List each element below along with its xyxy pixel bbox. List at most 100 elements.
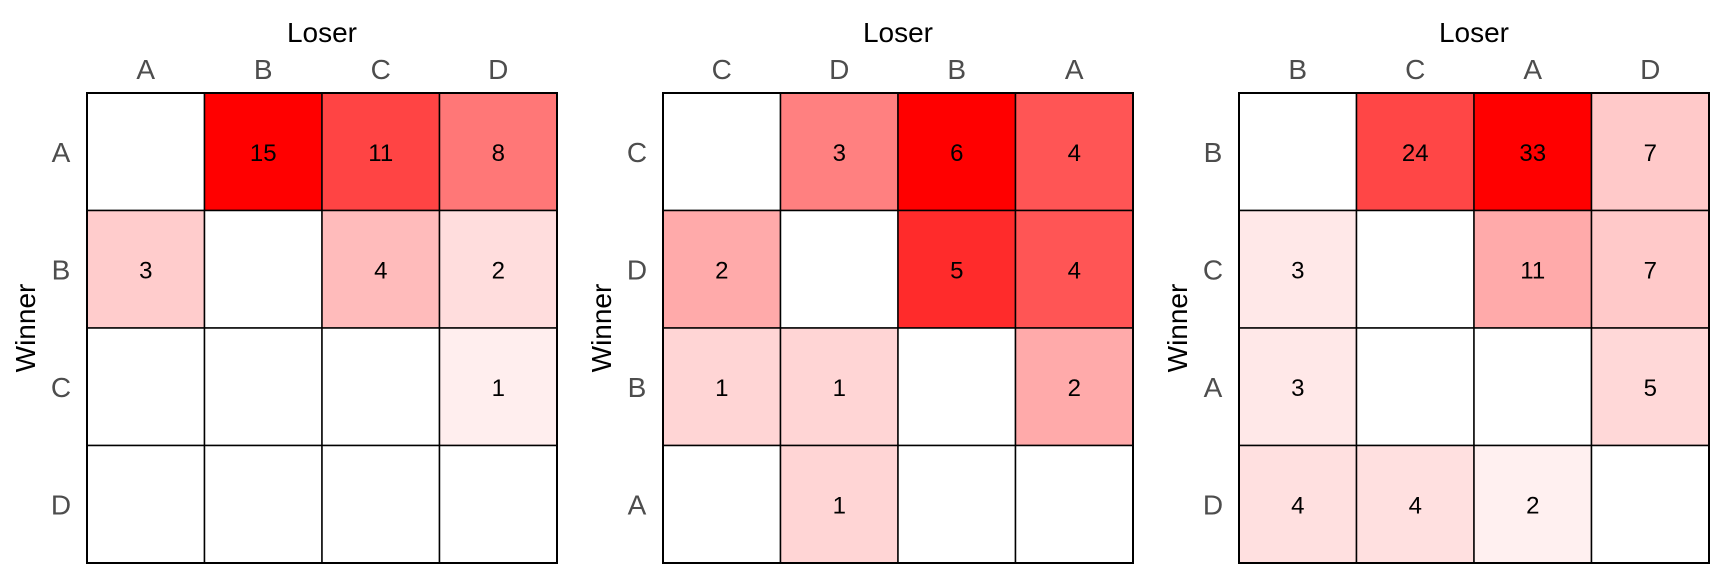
heatmap-cell (779, 444, 899, 564)
cell-value-label: 4 (1409, 492, 1422, 519)
y-tick-label: A (1204, 372, 1223, 403)
heatmap-cell (1238, 209, 1358, 329)
cell-value-label: 6 (950, 140, 963, 167)
y-tick-label: D (51, 489, 71, 520)
y-tick-label: A (52, 137, 71, 168)
heatmap-cell (897, 209, 1017, 329)
cell-value-label: 11 (1520, 257, 1545, 284)
x-axis-title: Loser (287, 17, 357, 48)
heatmap-cell (203, 92, 323, 212)
y-tick-label: D (627, 254, 647, 285)
heatmap-cell (1355, 92, 1475, 212)
heatmap-cell (662, 209, 782, 329)
heatmap-cell (1014, 92, 1134, 212)
heatmap-cell (779, 92, 899, 212)
heatmap-cell (321, 209, 441, 329)
y-tick-label: B (628, 372, 647, 403)
heatmap-cell (86, 444, 206, 564)
y-axis-title: Winner (1162, 284, 1193, 373)
heatmap-cell (897, 444, 1017, 564)
cell-value-label: 2 (492, 257, 505, 284)
heatmap-cell (1355, 209, 1475, 329)
heatmap-cell (1014, 209, 1134, 329)
heatmap-cell (779, 209, 899, 329)
cell-value-label: 1 (833, 375, 846, 402)
cell-value-label: 5 (1644, 375, 1657, 402)
x-axis-title: Loser (863, 17, 933, 48)
heatmap-cell (1473, 327, 1593, 447)
y-axis-title: Winner (10, 284, 41, 373)
y-tick-label: B (52, 254, 71, 285)
heatmap-frame (86, 92, 558, 564)
heatmap-cell (897, 327, 1017, 447)
x-tick-label: B (1288, 54, 1307, 85)
heatmap-cell (203, 209, 323, 329)
cell-value-label: 3 (1291, 375, 1304, 402)
cell-value-label: 15 (250, 140, 277, 167)
y-tick-label: B (1204, 137, 1223, 168)
x-tick-label: A (136, 54, 155, 85)
heatmap-cell (203, 327, 323, 447)
x-tick-label: C (712, 54, 732, 85)
cell-value-label: 7 (1644, 257, 1657, 284)
y-tick-label: D (1203, 489, 1223, 520)
heatmap-cell (86, 92, 206, 212)
cell-value-label: 4 (1291, 492, 1304, 519)
heatmap-cell (438, 209, 558, 329)
x-tick-label: D (488, 54, 508, 85)
heatmap-panel-2: 3 6 4 2 5 4 1 1 2 1 C D B A C D B A Loser Winner (586, 17, 1134, 564)
cell-value-label: 2 (1068, 375, 1081, 402)
heatmap-panel-1: 15 11 8 3 4 2 1 A B C D A B C D Loser Winner (10, 17, 558, 564)
heatmap-cell (1014, 327, 1134, 447)
heatmap-cell (662, 92, 782, 212)
heatmap-cell (1590, 444, 1710, 564)
heatmap-cell (203, 444, 323, 564)
cell-value-label: 2 (1526, 492, 1539, 519)
heatmap-cell (86, 327, 206, 447)
heatmap-cell (662, 444, 782, 564)
x-tick-label: D (1640, 54, 1660, 85)
cell-value-label: 4 (1068, 257, 1081, 284)
heatmap-cell (1590, 92, 1710, 212)
heatmap-cell (779, 327, 899, 447)
cell-value-label: 24 (1402, 140, 1429, 167)
cell-value-label: 7 (1644, 140, 1657, 167)
heatmap-cell (662, 327, 782, 447)
heatmap-frame (1238, 92, 1710, 564)
cell-value-label: 3 (1291, 257, 1304, 284)
heatmap-cell (1355, 327, 1475, 447)
heatmap-cell (321, 444, 441, 564)
cell-value-label: 3 (833, 140, 846, 167)
cell-value-label: 1 (492, 375, 505, 402)
x-tick-label: B (947, 54, 966, 85)
x-tick-label: B (254, 54, 273, 85)
heatmap-cell (321, 92, 441, 212)
cell-value-label: 2 (715, 257, 728, 284)
x-tick-label: C (371, 54, 391, 85)
cell-value-label: 1 (715, 375, 728, 402)
x-tick-label: C (1405, 54, 1425, 85)
x-axis-title: Loser (1439, 17, 1509, 48)
cell-value-label: 4 (1068, 140, 1081, 167)
cell-value-label: 5 (950, 257, 963, 284)
y-tick-label: C (51, 372, 71, 403)
x-tick-label: D (829, 54, 849, 85)
x-tick-label: A (1523, 54, 1542, 85)
heatmap-panel-3: 24 33 7 3 11 7 3 5 4 4 2 B C A D B C A D Loser Winner (1162, 17, 1710, 564)
y-tick-label: C (1203, 254, 1223, 285)
cell-value-label: 1 (833, 492, 846, 519)
cell-value-label: 11 (368, 140, 393, 167)
heatmap-cell (1590, 209, 1710, 329)
heatmap-cell (897, 92, 1017, 212)
heatmap-cell (1238, 92, 1358, 212)
cell-value-label: 33 (1519, 140, 1546, 167)
cell-value-label: 8 (492, 140, 505, 167)
cell-value-label: 3 (139, 257, 152, 284)
heatmap-cell (1014, 444, 1134, 564)
heatmap-cell (1473, 209, 1593, 329)
y-axis-title: Winner (586, 284, 617, 373)
heatmap-cell (1238, 327, 1358, 447)
cell-value-label: 4 (374, 257, 387, 284)
heatmap-cell (321, 327, 441, 447)
